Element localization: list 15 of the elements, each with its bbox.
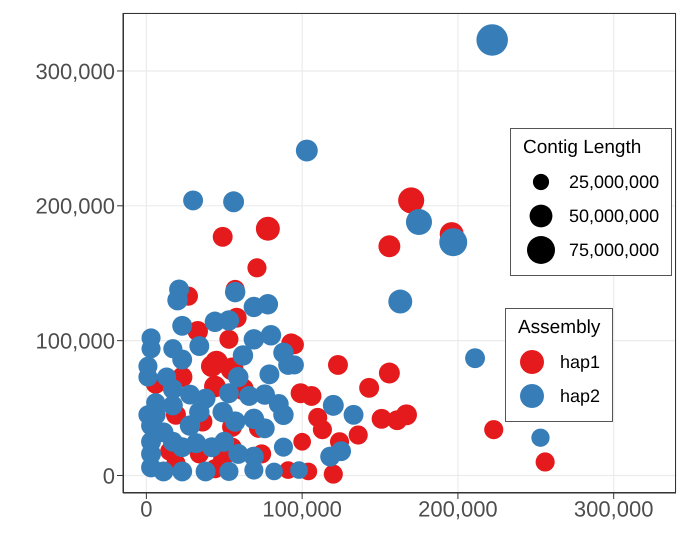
y-tick-label: 200,000 xyxy=(35,194,115,219)
legend-label: 50,000,000 xyxy=(569,206,660,226)
legend-label: hap2 xyxy=(560,386,600,406)
x-tick-label: 200,000 xyxy=(418,496,498,522)
legend-label: 25,000,000 xyxy=(569,172,660,192)
x-tick-label: 100,000 xyxy=(262,496,342,522)
legend-label: hap1 xyxy=(560,352,600,372)
x-tick-label: 300,000 xyxy=(574,496,654,522)
y-tick-label: 300,000 xyxy=(35,58,115,84)
legend-label: 75,000,000 xyxy=(569,240,660,260)
annotation: Contig Length xyxy=(523,137,642,159)
y-tick-label: 0 xyxy=(102,463,115,488)
y-tick-label: 100,000 xyxy=(35,328,115,354)
legend-title: Assembly xyxy=(518,317,600,339)
x-tick-label: 0 xyxy=(140,496,152,522)
